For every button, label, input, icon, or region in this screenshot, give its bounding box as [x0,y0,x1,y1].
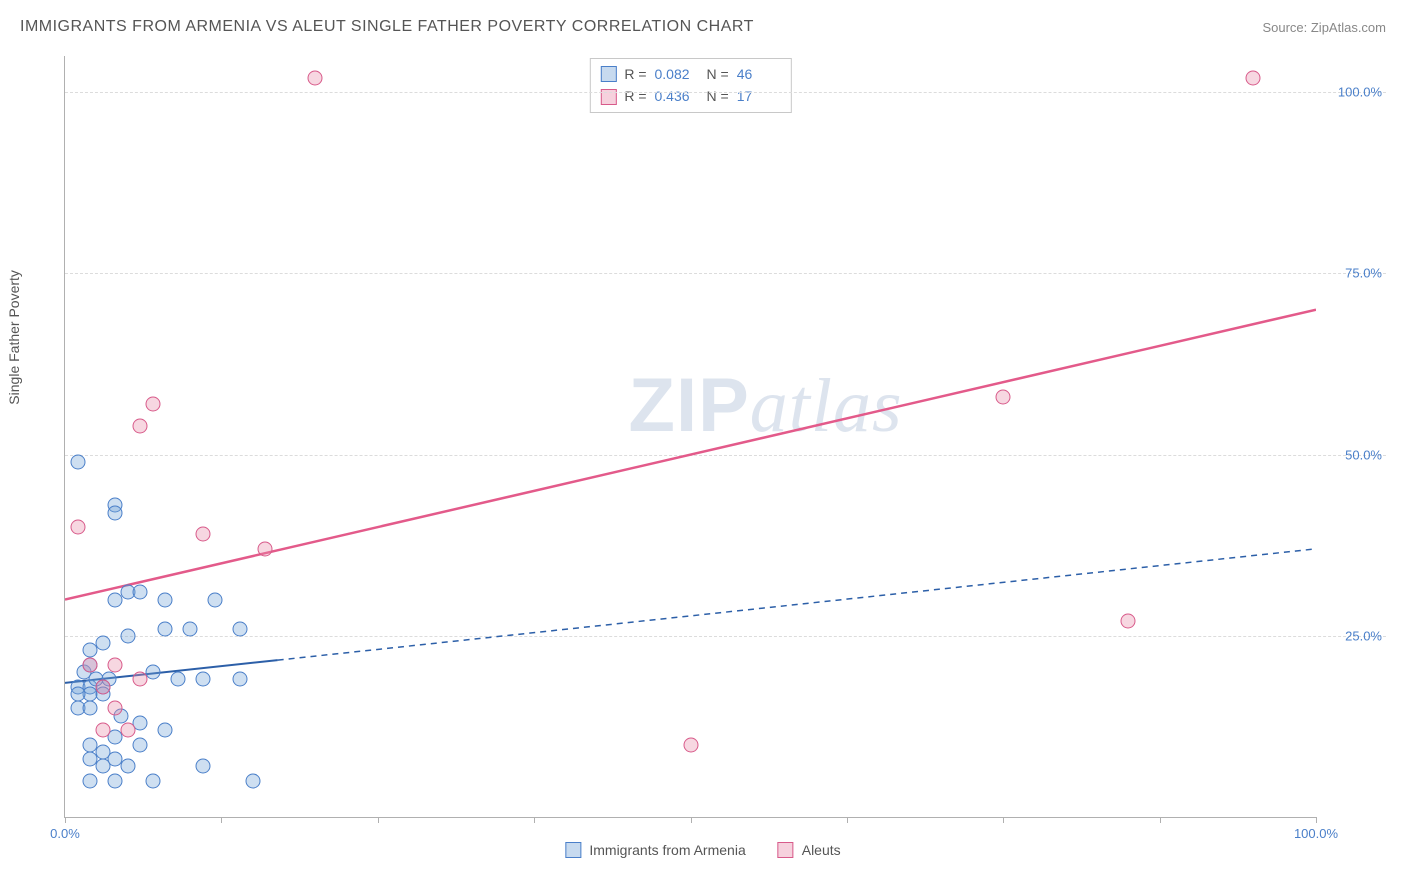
data-point [133,585,148,600]
source-attribution: Source: ZipAtlas.com [1262,20,1386,35]
data-point [233,672,248,687]
data-point [145,396,160,411]
data-point [70,686,85,701]
data-point [158,621,173,636]
data-point [158,592,173,607]
data-point [170,672,185,687]
swatch-pink-icon [778,842,794,858]
y-tick-label: 100.0% [1338,85,1382,100]
data-point [195,527,210,542]
x-tick [1316,817,1317,823]
data-point [133,418,148,433]
stats-legend-box: R = 0.082 N = 46 R = 0.436 N = 17 [589,58,791,113]
watermark: ZIPatlas [629,362,903,450]
data-point [145,773,160,788]
chart-container: Single Father Poverty ZIPatlas R = 0.082… [20,56,1386,872]
data-point [996,389,1011,404]
data-point [158,723,173,738]
gridline-h [65,455,1386,456]
data-point [133,672,148,687]
data-point [245,773,260,788]
data-point [208,592,223,607]
data-point [195,672,210,687]
data-point [683,737,698,752]
x-tick [378,817,379,823]
gridline-h [65,92,1386,93]
x-tick [847,817,848,823]
legend-item-1: Aleuts [778,842,841,858]
swatch-blue-icon [565,842,581,858]
x-tick [691,817,692,823]
data-point [233,621,248,636]
y-tick-label: 75.0% [1345,266,1382,281]
data-point [70,520,85,535]
x-tick [1160,817,1161,823]
data-point [108,657,123,672]
bottom-legend: Immigrants from Armenia Aleuts [565,842,840,858]
data-point [108,592,123,607]
data-point [70,454,85,469]
legend-item-0: Immigrants from Armenia [565,842,745,858]
data-point [108,505,123,520]
stats-row-series-0: R = 0.082 N = 46 [600,63,780,85]
data-point [95,759,110,774]
data-point [1121,614,1136,629]
plot-area: ZIPatlas R = 0.082 N = 46 R = 0.436 N = … [64,56,1316,818]
gridline-h [65,636,1386,637]
x-tick-label: 0.0% [50,826,80,841]
gridline-h [65,273,1386,274]
trendlines [65,56,1316,817]
data-point [133,737,148,752]
data-point [83,657,98,672]
swatch-pink-icon [600,89,616,105]
data-point [95,723,110,738]
legend-label: Aleuts [802,842,841,858]
data-point [95,679,110,694]
x-tick [221,817,222,823]
data-point [83,773,98,788]
y-axis-label: Single Father Poverty [6,270,22,405]
data-point [120,628,135,643]
swatch-blue-icon [600,66,616,82]
data-point [83,701,98,716]
chart-title: IMMIGRANTS FROM ARMENIA VS ALEUT SINGLE … [20,18,754,36]
y-tick-label: 25.0% [1345,628,1382,643]
x-tick-label: 100.0% [1294,826,1338,841]
data-point [308,70,323,85]
data-point [195,759,210,774]
data-point [120,759,135,774]
legend-label: Immigrants from Armenia [589,842,745,858]
x-tick [65,817,66,823]
data-point [120,723,135,738]
x-tick [534,817,535,823]
data-point [108,701,123,716]
data-point [1246,70,1261,85]
data-point [108,773,123,788]
chart-header: IMMIGRANTS FROM ARMENIA VS ALEUT SINGLE … [20,18,1386,36]
stats-row-series-1: R = 0.436 N = 17 [600,85,780,107]
data-point [258,541,273,556]
y-tick-label: 50.0% [1345,447,1382,462]
data-point [83,643,98,658]
x-tick [1003,817,1004,823]
data-point [183,621,198,636]
